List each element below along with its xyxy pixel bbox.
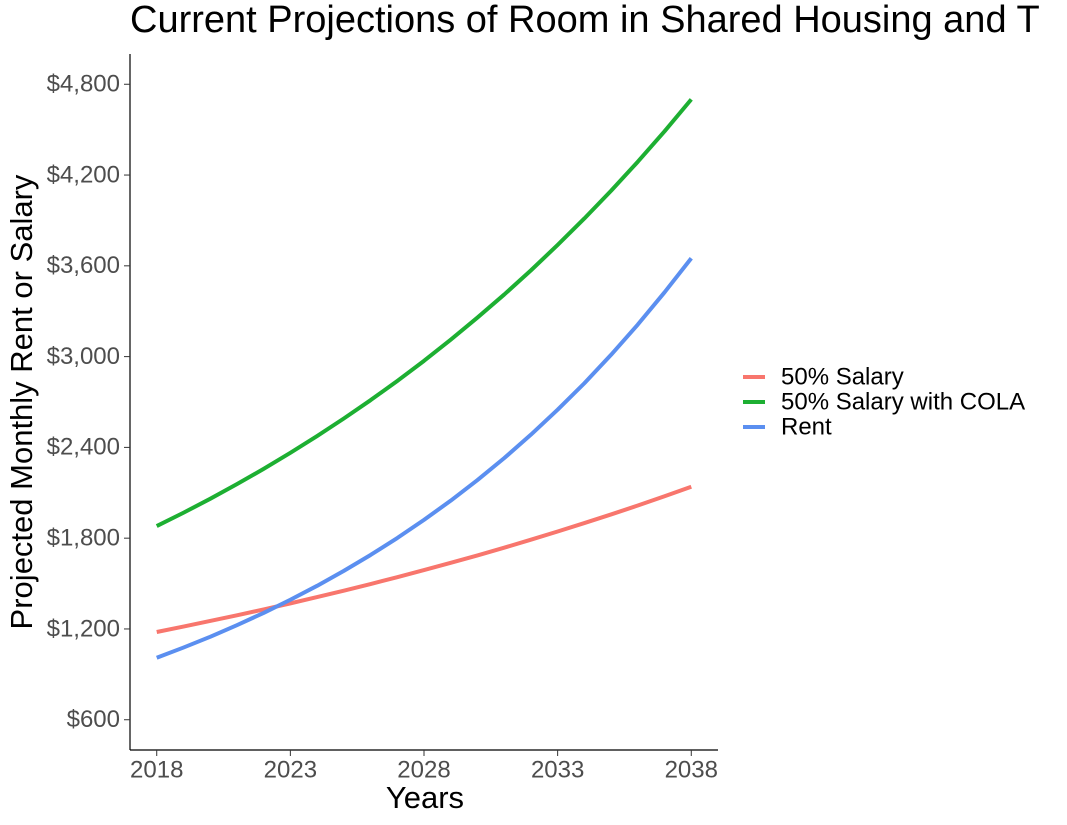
legend-label: 50% Salary with COLA: [781, 388, 1025, 415]
y-tick-label: $1,800: [47, 525, 120, 552]
y-tick-label: $3,600: [47, 252, 120, 279]
y-tick-label: $600: [67, 706, 120, 733]
legend-label: Rent: [781, 413, 832, 440]
x-tick-label: 2023: [264, 756, 317, 783]
x-tick-label: 2033: [531, 756, 584, 783]
chart-title: Current Projections of Room in Shared Ho…: [130, 0, 1040, 41]
series-line: [156, 257, 693, 660]
x-axis-title: Years: [386, 780, 464, 815]
y-tick-label: $3,000: [47, 343, 120, 370]
x-tick-label: 2028: [397, 756, 450, 783]
legend-label: 50% Salary: [781, 363, 904, 390]
y-tick-label: $2,400: [47, 434, 120, 461]
series-line: [156, 484, 692, 634]
y-tick-label: $4,200: [47, 161, 120, 188]
y-tick-label: $1,200: [47, 615, 120, 642]
y-tick-label: $4,800: [47, 71, 120, 98]
x-tick-label: 2018: [130, 756, 183, 783]
x-tick-label: 2038: [665, 756, 718, 783]
y-axis-title: Projected Monthly Rent or Salary: [4, 174, 39, 629]
series-line: [155, 98, 693, 528]
